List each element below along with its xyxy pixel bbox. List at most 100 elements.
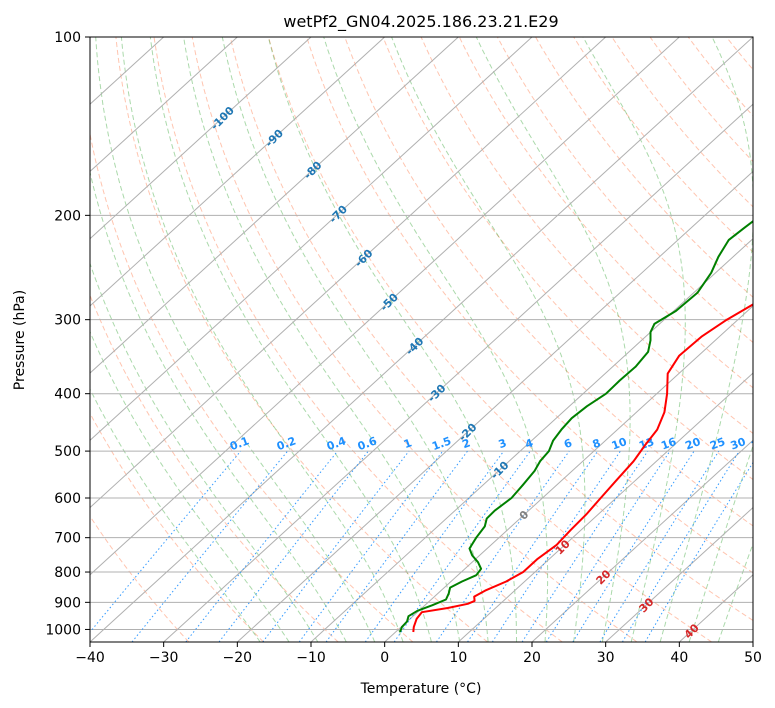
y-axis-ticks: 100 200 300 400 500 600 700 800 900 1000 [45, 30, 90, 638]
mixing-ratio-label: 30 [729, 435, 748, 453]
y-tick-label: 100 [54, 30, 81, 46]
mixing-ratio-label: 36 [749, 435, 768, 453]
y-tick-label: 900 [54, 595, 81, 611]
mixing-ratio-line [545, 450, 671, 642]
moist-adiabat-line [659, 37, 753, 642]
y-axis-title: Pressure (hPa) [12, 290, 28, 390]
mixing-ratio-label: 25 [708, 435, 727, 452]
isotherm-line [90, 37, 607, 509]
x-tick-label: 50 [744, 650, 762, 666]
isotherm-line [310, 237, 753, 642]
x-tick-label: −30 [149, 650, 179, 666]
dry-adiabat-line [90, 515, 190, 642]
isotherm-line [90, 37, 386, 307]
moist-adiabat-line [90, 330, 290, 642]
dry-adiabat-line [90, 293, 339, 642]
y-tick-label: 300 [54, 313, 81, 329]
temperature-line [412, 303, 753, 633]
mixing-ratio-line [393, 450, 531, 642]
isotherm-line [605, 506, 753, 642]
plot-frame [89, 36, 754, 643]
x-tick-label: 10 [449, 650, 467, 666]
dry-adiabat-line [344, 37, 753, 527]
isotherm-line [163, 103, 753, 642]
y-tick-label: 400 [54, 387, 81, 403]
dry-adiabat-line [535, 37, 753, 298]
dry-adiabat-line [191, 37, 638, 642]
dry-adiabat-line [268, 37, 753, 622]
mixing-ratio-label: 20 [683, 435, 702, 453]
moist-adiabat-line [475, 37, 631, 642]
moist-adiabat-line [90, 169, 347, 642]
y-tick-label: 1000 [45, 622, 81, 638]
x-tick-label: 30 [597, 650, 615, 666]
dry-adiabat-line [611, 37, 753, 208]
moist-adiabat-line [90, 388, 261, 642]
dry-adiabat-line [496, 37, 753, 344]
moist-adiabat-line [221, 37, 489, 642]
isotherm-line [90, 37, 533, 442]
x-axis-title: Temperature (°C) [360, 681, 482, 697]
mixing-ratio-label: 1.5 [430, 434, 453, 453]
mixing-ratio-line [262, 450, 410, 642]
mixing-ratio-line [467, 450, 599, 642]
isotherm-line [90, 37, 680, 576]
mixing-ratio-line [298, 450, 444, 642]
x-tick-label: −40 [75, 650, 105, 666]
mixing-ratio-line [572, 450, 695, 642]
mixing-ratio-label: 4 [523, 436, 535, 451]
background-lines [90, 37, 753, 642]
moist-adiabat-line [267, 37, 517, 642]
dry-adiabat-line [90, 131, 414, 642]
mixing-ratio-line [90, 450, 242, 633]
mixing-ratio-label: 6 [562, 436, 574, 451]
y-tick-label: 800 [54, 565, 81, 581]
mixing-ratio-label: 0.2 [275, 434, 298, 453]
x-tick-label: 20 [523, 650, 541, 666]
mixing-ratio-line [521, 450, 649, 642]
isotherm-line [236, 170, 753, 642]
isotherm-line [90, 37, 312, 240]
moist-adiabat-line [688, 444, 753, 642]
mixing-ratio-line [364, 450, 505, 642]
isotherm-line [531, 439, 753, 642]
isotherm-line [90, 37, 459, 374]
y-tick-label: 600 [54, 491, 81, 507]
y-tick-label: 500 [54, 444, 81, 460]
mixing-ratio-line [621, 450, 740, 642]
x-tick-label: −10 [296, 650, 326, 666]
moist-adiabat-line [90, 261, 319, 642]
dry-adiabat-line [649, 37, 753, 163]
mixing-ratio-label: 1 [402, 436, 414, 451]
chart-title: wetPf2_GN04.2025.186.23.21.E29 [283, 12, 558, 32]
x-tick-label: −20 [223, 650, 253, 666]
moist-adiabat-line [149, 37, 432, 642]
moist-adiabat-line [183, 37, 461, 642]
moist-adiabat-line [323, 37, 549, 642]
moist-adiabat-line [120, 37, 404, 642]
y-tick-label: 200 [54, 208, 81, 224]
profile-series [399, 220, 753, 633]
y-tick-label: 700 [54, 531, 81, 547]
mixing-ratio-label: 0.4 [325, 434, 348, 453]
mixing-ratio-line [325, 450, 468, 642]
x-tick-label: 0 [380, 650, 389, 666]
isotherm-line [90, 37, 753, 642]
mixing-ratio-label: 8 [591, 436, 603, 451]
mixing-ratio-line [491, 450, 621, 642]
isotherm-line [384, 305, 753, 642]
mixing-ratio-label: 0.6 [356, 434, 379, 453]
dry-adiabat-line [229, 37, 712, 642]
isotherm-line [90, 37, 238, 173]
mixing-ratio-line [185, 450, 338, 642]
dry-adiabat-line [306, 37, 753, 574]
dewpoint-line [399, 220, 753, 633]
mixing-ratio-label: 2 [460, 436, 472, 451]
moist-adiabat-line [717, 542, 753, 642]
dry-adiabat-line [382, 37, 753, 481]
x-axis-ticks: −40 −30 −20 −10 0 10 20 30 40 50 [75, 642, 762, 666]
x-tick-label: 40 [670, 650, 688, 666]
mixing-ratio-line [435, 450, 570, 642]
mixing-ratio-label: 16 [659, 435, 678, 453]
